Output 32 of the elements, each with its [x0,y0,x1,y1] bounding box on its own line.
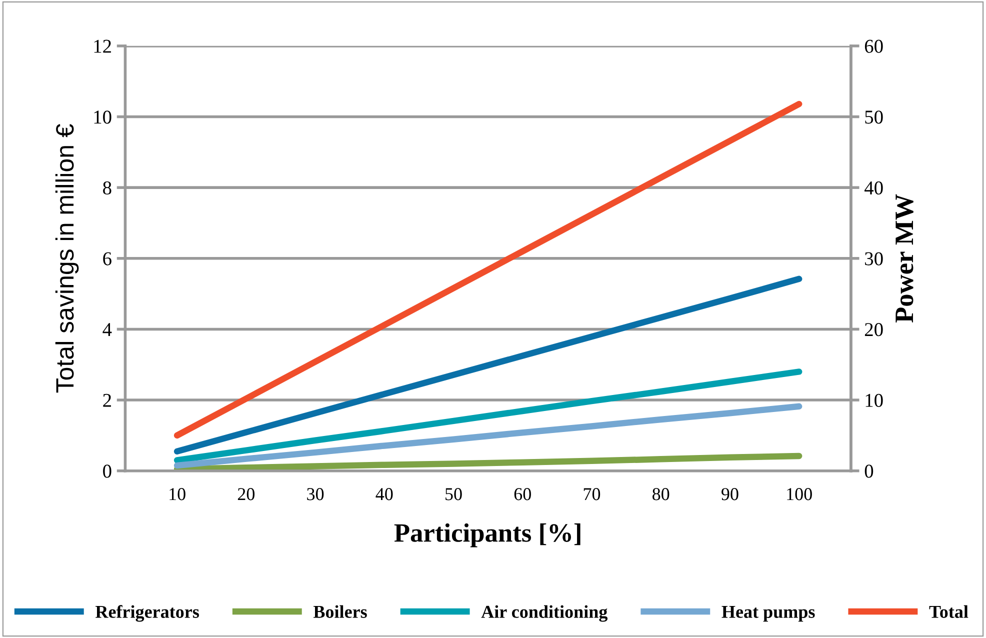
y2-tick-label: 20 [864,323,883,336]
x-tick-label: 20 [238,488,255,500]
y-tick-label: 10 [94,110,112,124]
x-tick-label: 80 [652,488,670,500]
legend-label: Boilers [313,605,367,618]
y2-tick-label: 60 [864,40,883,53]
y2-tick-label: 10 [866,394,883,407]
x-tick-label: 60 [514,488,531,500]
y2-axis-title: Power MW [896,194,914,323]
x-tick-label: 50 [446,488,462,500]
legend-label: Total [929,605,968,618]
y-tick-label: 8 [103,181,112,195]
x-tick-label: 10 [170,488,186,500]
y-tick-label: 0 [103,464,112,478]
y-tick-label: 12 [94,40,111,53]
y-axis-title: Total savings in million € [55,124,79,393]
y-tick-label: 4 [102,323,112,336]
x-tick-label: 90 [722,488,738,500]
x-tick-label: 30 [307,488,324,500]
y2-tick-label: 30 [865,252,883,266]
x-tick-label: 70 [584,488,600,500]
y-tick-label: 2 [103,394,111,407]
x-tick-label: 40 [376,488,393,500]
y2-tick-label: 40 [864,181,883,195]
y2-tick-label: 50 [865,110,883,124]
x-tick-label: 100 [787,488,812,500]
legend-label: Refrigerators [95,605,199,622]
y2-tick-label: 0 [864,464,874,478]
legend-label: Heat pumps [722,606,815,622]
y-tick-label: 6 [103,252,112,266]
x-axis-title: Participants [%] [394,523,580,548]
legend-label: Air conditioning [481,605,608,622]
